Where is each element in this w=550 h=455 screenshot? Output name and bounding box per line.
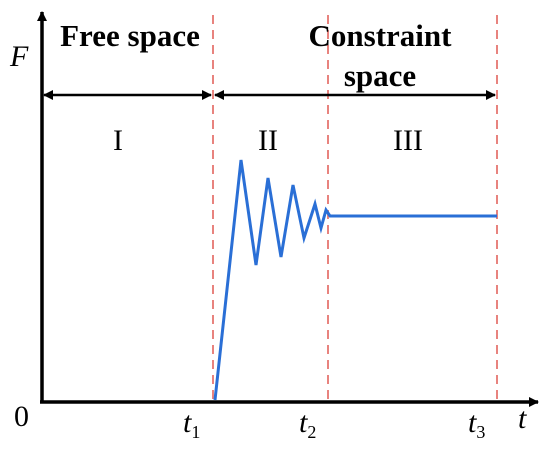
region-numeral: I [113, 124, 123, 157]
region-title: Free space [60, 18, 200, 53]
region-numeral: III [393, 124, 423, 157]
x-axis-label: t [518, 402, 527, 435]
region-title: Constraint space [308, 18, 452, 93]
phase-dividers [212, 15, 498, 400]
time-mark: t2 [299, 406, 317, 442]
time-mark-main: t [299, 406, 308, 439]
time-mark-sub: 1 [191, 422, 201, 442]
time-mark-main: t [183, 406, 192, 439]
y-axis-label: F [10, 40, 29, 73]
origin-label: 0 [14, 400, 29, 433]
time-mark: t3 [468, 406, 486, 442]
force-curve [213, 159, 497, 401]
time-mark-main: t [468, 406, 477, 439]
region-numeral: II [258, 124, 278, 157]
time-mark-sub: 3 [476, 422, 486, 442]
time-mark-sub: 2 [307, 422, 317, 442]
time-mark: t1 [183, 406, 201, 442]
